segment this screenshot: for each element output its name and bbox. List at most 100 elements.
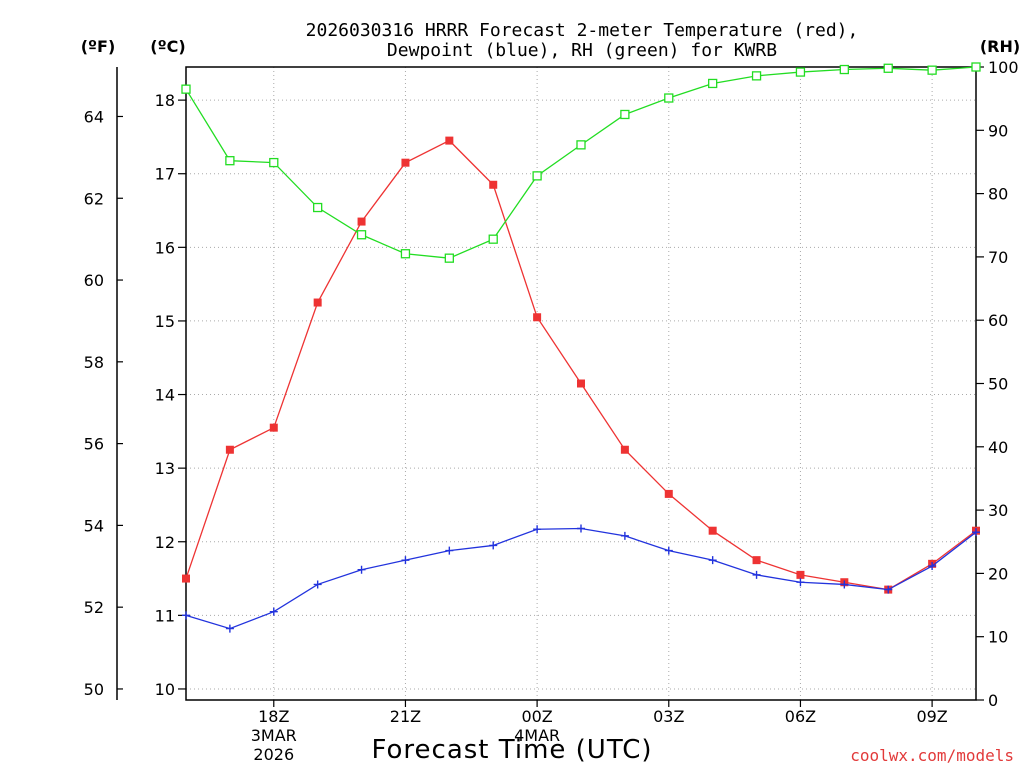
x-tick-label: 18Z	[258, 707, 289, 726]
x-tick-label: 03Z	[653, 707, 684, 726]
rh-point	[664, 93, 674, 103]
rh-tick-label: 40	[988, 438, 1008, 457]
celsius-tick-label: 11	[155, 606, 175, 625]
x-tick-label: 06Z	[785, 707, 816, 726]
dewpoint-point	[577, 524, 585, 533]
x-tick-label: 00Z	[521, 707, 552, 726]
chart-title-line-2: Dewpoint (blue), RH (green) for KWRB	[387, 40, 777, 61]
rh-point	[795, 67, 806, 77]
dewpoint-point	[620, 531, 629, 540]
rh-point	[883, 63, 893, 73]
rh-point	[927, 65, 937, 75]
fahrenheit-tick-label: 64	[84, 107, 104, 126]
rh-point	[225, 156, 235, 166]
celsius-tick-label: 14	[155, 386, 175, 405]
dewpoint-point	[840, 580, 849, 589]
dewpoint-point	[796, 578, 805, 587]
credit-text: coolwx.com/models	[850, 746, 1014, 765]
celsius-tick-label: 17	[155, 165, 175, 184]
rh-tick-label: 70	[988, 248, 1008, 267]
dewpoint-point	[489, 541, 498, 550]
temperature-point	[313, 298, 322, 307]
fahrenheit-tick-label: 62	[84, 189, 104, 208]
rh-tick-label: 50	[988, 375, 1008, 394]
x-tick-date: 3MAR	[251, 726, 297, 745]
dewpoint-point	[972, 528, 980, 537]
temperature-point	[796, 570, 805, 579]
rh-point	[708, 78, 718, 89]
celsius-tick-label: 18	[155, 91, 175, 110]
rh-tick-label: 20	[988, 564, 1008, 583]
temperature-point	[533, 313, 542, 322]
dewpoint-point	[313, 580, 322, 589]
dewpoint-point	[269, 607, 278, 616]
series-layer	[181, 62, 981, 633]
rh-point	[181, 84, 191, 94]
temperature-point	[357, 217, 366, 226]
celsius-tick-label: 15	[155, 312, 175, 331]
celsius-tick-label: 16	[155, 238, 175, 257]
dewpoint-point	[401, 556, 410, 565]
temperature-point	[752, 556, 761, 565]
rh-point	[313, 202, 323, 213]
fahrenheit-tick-label: 50	[84, 680, 104, 699]
fahrenheit-tick-label: 60	[84, 271, 104, 290]
temperature-point	[577, 379, 585, 388]
celsius-tick-label: 13	[155, 459, 175, 478]
fahrenheit-unit-label: (ºF)	[81, 37, 116, 56]
fahrenheit-tick-label: 54	[84, 516, 104, 535]
rh-tick-label: 100	[988, 58, 1019, 77]
temperature-point	[620, 445, 629, 454]
rh-tick-label: 90	[988, 121, 1008, 140]
dewpoint-point	[357, 565, 366, 574]
x-tick-year: 2026	[253, 745, 294, 764]
celsius-tick-label: 12	[155, 533, 175, 552]
temperature-point	[401, 158, 410, 167]
x-tick-label: 21Z	[390, 707, 421, 726]
rh-point	[751, 71, 762, 81]
rh-tick-label: 30	[988, 501, 1008, 520]
x-tick-label: 09Z	[916, 707, 947, 726]
temperature-point	[225, 445, 234, 454]
axes: 50 52 54 56 58 60 62 64 10 11 12 13 14 15 16 17 18 0 10 20 3…	[84, 58, 1019, 764]
celsius-tick-label: 10	[155, 680, 175, 699]
rh-point	[444, 253, 454, 263]
rh-point	[532, 171, 542, 181]
temperature-point	[445, 136, 454, 145]
fahrenheit-tick-label: 58	[84, 353, 104, 372]
rh-unit-label: (RH)	[980, 37, 1020, 56]
dewpoint-point	[225, 624, 234, 633]
temperature-point	[182, 574, 190, 583]
rh-point	[620, 109, 630, 120]
rh-point	[400, 249, 411, 259]
celsius-unit-label: (ºC)	[150, 37, 185, 56]
dewpoint-point	[708, 556, 717, 565]
chart-title-line-1: 2026030316 HRRR Forecast 2-meter Tempera…	[306, 20, 859, 41]
temperature-point	[664, 489, 673, 498]
rh-point	[839, 64, 849, 75]
x-tick-date: 4MAR	[514, 726, 560, 745]
rh-point	[356, 230, 367, 240]
fahrenheit-tick-label: 56	[84, 435, 104, 454]
dewpoint-point	[445, 546, 454, 555]
temperature-point	[269, 423, 278, 432]
temperature-point	[708, 526, 717, 535]
rh-tick-label: 60	[988, 311, 1008, 330]
x-axis-label: Forecast Time (UTC)	[371, 735, 652, 765]
dewpoint-point	[928, 562, 937, 571]
temperature-point	[489, 180, 498, 189]
dewpoint-point	[182, 611, 190, 620]
grid-lines	[186, 67, 976, 700]
dewpoint-point	[664, 546, 673, 555]
rh-tick-label: 10	[988, 628, 1008, 647]
dewpoint-point	[884, 585, 893, 594]
rh-point	[576, 140, 586, 150]
series-rh	[181, 62, 981, 263]
fahrenheit-tick-label: 52	[84, 598, 104, 617]
series-dewpoint	[182, 524, 980, 633]
rh-point	[269, 157, 279, 168]
rh-tick-label: 80	[988, 185, 1008, 204]
rh-tick-label: 0	[988, 691, 998, 710]
